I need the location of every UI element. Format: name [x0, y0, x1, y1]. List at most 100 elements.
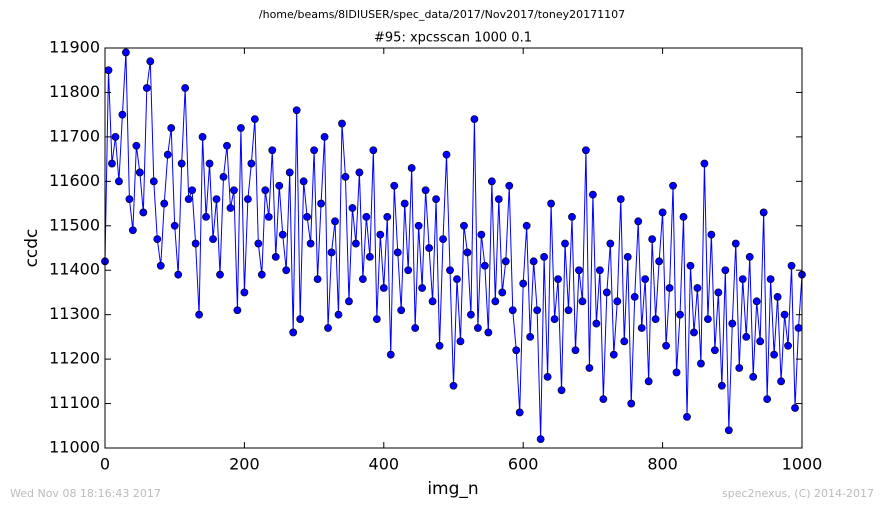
data-point — [575, 266, 583, 275]
data-point — [435, 341, 444, 350]
data-point — [693, 284, 702, 292]
data-point — [592, 319, 601, 328]
data-point — [501, 257, 510, 266]
data-point — [655, 257, 664, 266]
data-point — [770, 350, 779, 359]
data-point — [442, 150, 451, 159]
data-point — [697, 359, 705, 368]
data-point — [564, 306, 573, 315]
data-point — [602, 288, 611, 297]
data-point — [665, 284, 674, 292]
data-point — [690, 328, 698, 337]
data-point — [473, 324, 482, 332]
data-point — [717, 381, 726, 390]
chart-title: #95: xpcsscan 1000 0.1 — [374, 31, 532, 46]
data-point — [735, 364, 744, 372]
data-point — [515, 408, 524, 417]
data-point — [637, 324, 646, 332]
x-tick-label: 800 — [647, 455, 678, 474]
data-point — [529, 257, 538, 266]
data-point — [153, 235, 162, 244]
data-point — [237, 124, 245, 132]
data-point — [791, 404, 799, 412]
y-tick-label: 11500 — [49, 215, 100, 234]
data-point — [780, 310, 789, 319]
data-point — [132, 141, 141, 150]
data-point — [320, 132, 329, 141]
data-point — [742, 332, 751, 341]
data-point — [634, 217, 643, 226]
data-point — [571, 346, 580, 355]
data-point — [355, 168, 364, 177]
data-point — [463, 248, 472, 257]
data-point — [585, 364, 594, 372]
data-point — [613, 297, 622, 306]
data-point — [470, 115, 479, 124]
data-point — [651, 315, 660, 324]
data-point — [623, 252, 632, 261]
data-point — [498, 288, 507, 297]
data-point — [494, 195, 503, 204]
y-tick-label: 11600 — [49, 171, 100, 190]
data-point — [299, 177, 308, 186]
data-point — [700, 159, 709, 168]
data-point — [578, 297, 587, 306]
data-point — [261, 186, 270, 195]
data-point — [135, 168, 144, 177]
data-point — [247, 159, 256, 168]
data-point — [404, 266, 413, 275]
data-point — [104, 66, 113, 75]
data-point — [710, 346, 719, 355]
data-point — [679, 212, 688, 221]
data-point — [505, 181, 514, 190]
data-point — [313, 275, 322, 284]
footer-right: spec2nexus, (C) 2014-2017 — [722, 487, 874, 500]
data-point — [303, 212, 312, 221]
data-point — [184, 195, 193, 204]
data-point — [331, 217, 339, 226]
data-point — [348, 204, 357, 212]
data-point — [146, 57, 155, 66]
data-point — [118, 110, 127, 119]
data-point — [449, 381, 458, 390]
data-point — [439, 235, 447, 244]
data-point — [115, 177, 123, 186]
data-point — [627, 399, 636, 408]
data-point — [400, 199, 409, 208]
data-point — [170, 221, 179, 230]
data-point — [536, 435, 545, 444]
data-point — [763, 395, 772, 404]
data-point — [317, 199, 325, 208]
data-point — [641, 275, 650, 284]
data-point — [160, 199, 169, 208]
data-point — [139, 208, 148, 217]
data-point — [738, 275, 747, 284]
data-point — [540, 252, 549, 261]
data-point — [704, 315, 712, 324]
plot-area — [101, 48, 806, 444]
data-point — [756, 337, 765, 346]
data-point — [491, 297, 500, 306]
x-tick-label: 1000 — [782, 455, 823, 474]
data-point — [243, 195, 252, 204]
data-point — [195, 310, 203, 319]
data-point — [324, 324, 332, 332]
data-point — [554, 275, 562, 284]
data-point — [275, 181, 284, 190]
data-point — [658, 208, 667, 217]
y-tick-label: 11900 — [49, 38, 100, 57]
data-point — [310, 146, 318, 155]
data-point — [724, 426, 733, 435]
data-point — [264, 212, 273, 221]
x-tick-label: 400 — [369, 455, 400, 474]
data-point — [787, 261, 796, 270]
data-point — [174, 270, 183, 279]
data-point — [662, 341, 670, 350]
data-point — [177, 159, 186, 168]
data-point — [209, 235, 217, 244]
data-point — [414, 221, 423, 230]
data-point — [467, 310, 475, 319]
data-point — [707, 230, 716, 239]
x-tick-label: 0 — [100, 455, 110, 474]
